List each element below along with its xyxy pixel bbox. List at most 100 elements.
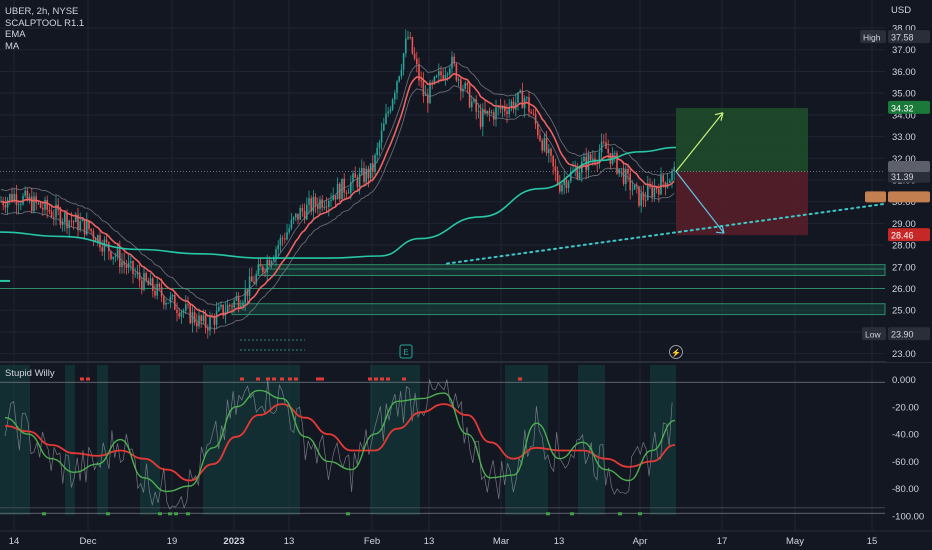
currency-label[interactable]: USD <box>891 5 912 16</box>
price-axis[interactable]: 38.0037.0036.0035.0034.0033.0032.0031.00… <box>860 0 932 523</box>
candle-body <box>178 313 180 317</box>
ema-band-upper <box>0 61 675 306</box>
time-axis-bg <box>0 531 932 550</box>
candle-body <box>541 140 543 151</box>
current-value: 31.39 <box>891 172 914 182</box>
candle-body <box>622 168 625 184</box>
candle-body <box>363 168 365 183</box>
candle-body <box>171 294 174 297</box>
candle-body <box>455 63 458 81</box>
candle-body <box>387 111 389 114</box>
candle-body <box>143 273 145 290</box>
stop-zone <box>676 171 808 236</box>
time-tick-1: Dec <box>80 536 97 547</box>
osc-shade-2 <box>97 365 108 515</box>
candle-body <box>244 289 246 303</box>
target-zone <box>676 107 808 172</box>
candle-body <box>369 163 372 179</box>
candle-body <box>33 196 35 212</box>
candle-body <box>303 211 306 220</box>
candle-body <box>486 110 488 114</box>
candle-body <box>479 110 482 127</box>
candle-body <box>350 182 352 193</box>
candle-body <box>81 218 84 222</box>
candle-body <box>200 315 202 322</box>
indicator-ma[interactable]: MA <box>5 40 20 52</box>
ema-line <box>0 72 675 319</box>
candle-body <box>504 107 506 112</box>
candle-body <box>563 179 565 185</box>
osc-tick-5: -100.00 <box>892 512 924 523</box>
candle-body <box>92 231 95 239</box>
candle-body <box>325 206 328 208</box>
oscillator-title[interactable]: Stupid Willy <box>5 368 55 379</box>
candle-body <box>299 208 301 220</box>
time-tick-0: 14 <box>9 536 20 547</box>
candle-body <box>598 152 601 164</box>
price-tick-13: 25.00 <box>892 306 916 317</box>
candle-body <box>275 249 277 259</box>
support-zone-0 <box>257 264 886 277</box>
candle-body <box>468 85 471 108</box>
candle-body <box>68 220 70 229</box>
candle-body <box>647 185 649 200</box>
candle-body <box>398 76 400 82</box>
candle-body <box>53 216 55 218</box>
osc-bottom-dot-9 <box>618 512 622 516</box>
candle-body <box>352 173 354 183</box>
candle-body <box>31 196 33 212</box>
candle-body <box>286 232 288 240</box>
candle-body <box>211 316 213 318</box>
candle-body <box>277 245 279 250</box>
candle-body <box>497 106 499 108</box>
candle-body <box>105 239 108 243</box>
candle-body <box>367 168 370 179</box>
time-axis[interactable]: 14 Dec 19 2023 13 Feb 13 Mar 13 Apr 17 May 15 <box>0 530 932 550</box>
trend-drawings[interactable]: E ⚡ <box>399 112 886 359</box>
candle-body <box>187 304 189 306</box>
osc-bottom-dot-5 <box>186 512 190 516</box>
candle-body <box>176 309 178 314</box>
candle-body <box>389 109 392 112</box>
osc-top-dot-14 <box>386 377 390 381</box>
candle-body <box>451 56 453 69</box>
candle-body <box>242 302 244 306</box>
candle-body <box>671 171 673 181</box>
symbol-title[interactable]: UBER, 2h, NYSE <box>5 6 79 17</box>
candle-body <box>218 307 220 312</box>
candle-body <box>270 260 273 266</box>
earnings-marker <box>399 344 413 359</box>
candle-body <box>37 202 40 204</box>
candle-body <box>22 195 24 205</box>
candle-body <box>237 296 240 308</box>
candle-body <box>477 110 480 112</box>
candle-body <box>61 222 64 225</box>
candle-body <box>75 214 77 223</box>
position-tool[interactable] <box>0 107 885 236</box>
candle-body <box>110 251 112 259</box>
candle-body <box>165 302 167 305</box>
candle-body <box>589 154 592 160</box>
candle-body <box>662 175 664 183</box>
candle-body <box>651 187 653 197</box>
indicator-scalptool[interactable]: SCALPTOOL R1.1 <box>5 17 85 29</box>
candle-body <box>268 259 271 266</box>
candle-body <box>517 92 519 103</box>
candle-body <box>660 175 662 195</box>
candle-body <box>314 196 317 206</box>
candle-body <box>457 79 460 81</box>
candle-body <box>332 195 334 200</box>
candle-body <box>385 113 387 124</box>
candle-body <box>620 168 623 169</box>
price-tick-9: 29.00 <box>892 219 916 230</box>
candle-body <box>2 201 4 206</box>
candle-body <box>207 328 209 331</box>
candle-body <box>108 242 110 252</box>
candle-body <box>266 259 268 273</box>
candle-body <box>83 218 86 235</box>
candle-body <box>116 249 119 257</box>
osc-shade-7 <box>578 365 605 515</box>
candle-body <box>616 152 618 174</box>
indicator-ema[interactable]: EMA <box>5 29 26 40</box>
